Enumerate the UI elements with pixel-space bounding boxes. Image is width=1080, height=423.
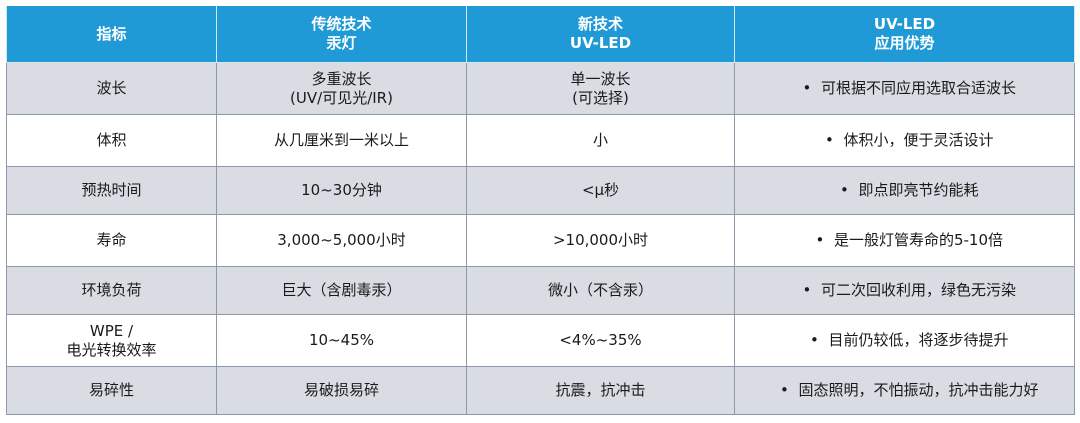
table-row: 易碎性 易破损易碎 抗震，抗冲击 • 固态照明，不怕振动，抗冲击能力好: [6, 366, 1075, 415]
bullet-icon: •: [802, 79, 812, 97]
table-row: 寿命 3,000~5,000小时 >10,000小时 • 是一般灯管寿命的5-10…: [6, 214, 1075, 267]
header-row: 指标 传统技术 汞灯 新技术 UV-LED UV-LED 应用优势: [6, 6, 1075, 63]
advantage-text: 可根据不同应用选取合适波长: [820, 79, 1016, 97]
advantage-text: 可二次回收利用，绿色无污染: [820, 281, 1016, 299]
advantage-cell: • 可根据不同应用选取合适波长: [734, 62, 1075, 115]
traditional-cell: 10~45%: [216, 314, 467, 367]
header-advantage-line2: 应用优势: [874, 34, 935, 52]
traditional-cell: 10~30分钟: [216, 166, 467, 215]
metric-cell: WPE / 电光转换效率: [6, 314, 217, 367]
advantage-cell: • 是一般灯管寿命的5-10倍: [734, 214, 1075, 267]
header-traditional-line2: 汞灯: [326, 34, 357, 52]
bullet-icon: •: [780, 381, 789, 399]
advantage-cell: • 目前仍较低，将逐步待提升: [734, 314, 1075, 367]
bullet-icon: •: [802, 281, 812, 299]
metric-cell: 预热时间: [6, 166, 217, 215]
new-cell: <μ秒: [466, 166, 735, 215]
traditional-cell: 多重波长 (UV/可见光/IR): [216, 62, 467, 115]
table-row: 波长 多重波长 (UV/可见光/IR) 单一波长 (可选择) • 可根据不同应用选…: [6, 62, 1075, 115]
new-cell: <4%~35%: [466, 314, 735, 367]
header-advantage: UV-LED 应用优势: [734, 6, 1075, 63]
new-cell: >10,000小时: [466, 214, 735, 267]
metric-line2: 电光转换效率: [66, 340, 157, 359]
advantage-text: 目前仍较低，将逐步待提升: [828, 331, 1009, 349]
table-row: 环境负荷 巨大（含剧毒汞） 微小（不含汞） • 可二次回收利用，绿色无污染: [6, 266, 1075, 315]
header-traditional-line1: 传统技术: [311, 15, 372, 33]
header-advantage-line1: UV-LED: [873, 15, 936, 33]
bullet-icon: •: [810, 331, 819, 349]
header-new-line2: UV-LED: [569, 34, 632, 52]
traditional-cell: 3,000~5,000小时: [216, 214, 467, 267]
traditional-line1: 多重波长: [311, 69, 372, 88]
comparison-table: 指标 传统技术 汞灯 新技术 UV-LED UV-LED 应用优势 波长 多重波…: [6, 6, 1075, 415]
metric-cell: 易碎性: [6, 366, 217, 415]
advantage-cell: • 固态照明，不怕振动，抗冲击能力好: [734, 366, 1075, 415]
table-row: 预热时间 10~30分钟 <μ秒 • 即点即亮节约能耗: [6, 166, 1075, 215]
header-metric: 指标: [6, 6, 217, 63]
traditional-cell: 从几厘米到一米以上: [216, 114, 467, 167]
advantage-cell: • 体积小，便于灵活设计: [734, 114, 1075, 167]
advantage-text: 是一般灯管寿命的5-10倍: [833, 231, 1004, 249]
metric-cell: 波长: [6, 62, 217, 115]
table-row: WPE / 电光转换效率 10~45% <4%~35% • 目前仍较低，将逐步待提…: [6, 314, 1075, 367]
new-cell: 微小（不含汞）: [466, 266, 735, 315]
metric-line1: WPE /: [89, 321, 134, 340]
bullet-icon: •: [825, 131, 834, 149]
header-new-line1: 新技术: [577, 15, 623, 33]
header-metric-label: 指标: [96, 24, 127, 43]
traditional-cell: 巨大（含剧毒汞）: [216, 266, 467, 315]
metric-cell: 环境负荷: [6, 266, 217, 315]
new-line2: (可选择): [572, 88, 629, 107]
advantage-text: 即点即亮节约能耗: [858, 181, 979, 199]
header-new: 新技术 UV-LED: [466, 6, 735, 63]
traditional-line2: (UV/可见光/IR): [290, 88, 393, 107]
metric-cell: 寿命: [6, 214, 217, 267]
header-traditional: 传统技术 汞灯: [216, 6, 467, 63]
table-row: 体积 从几厘米到一米以上 小 • 体积小，便于灵活设计: [6, 114, 1075, 167]
traditional-cell: 易破损易碎: [216, 366, 467, 415]
advantage-text: 体积小，便于灵活设计: [843, 131, 994, 149]
advantage-cell: • 即点即亮节约能耗: [734, 166, 1075, 215]
new-cell: 单一波长 (可选择): [466, 62, 735, 115]
bullet-icon: •: [840, 181, 849, 199]
metric-cell: 体积: [6, 114, 217, 167]
advantage-text: 固态照明，不怕振动，抗冲击能力好: [798, 381, 1039, 399]
new-cell: 小: [466, 114, 735, 167]
advantage-cell: • 可二次回收利用，绿色无污染: [734, 266, 1075, 315]
bullet-icon: •: [815, 231, 825, 249]
new-line1: 单一波长: [570, 69, 631, 88]
new-cell: 抗震，抗冲击: [466, 366, 735, 415]
